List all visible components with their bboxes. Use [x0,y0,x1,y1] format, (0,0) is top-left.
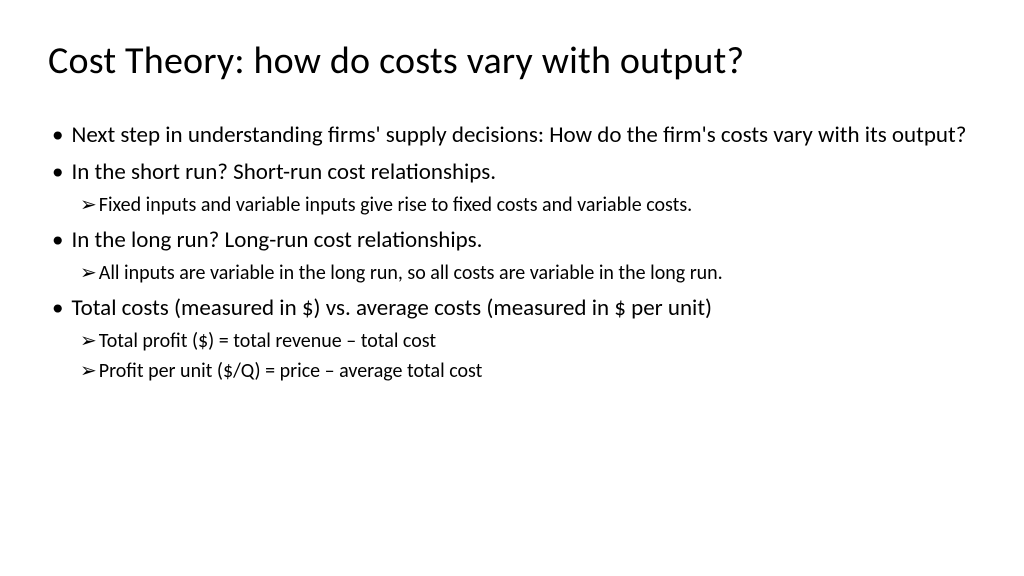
bullet-icon: • [52,225,63,256]
sub-bullet-text: Fixed inputs and variable inputs give ri… [99,192,692,219]
bullet-icon: • [52,157,63,188]
bullet-icon: • [52,120,63,151]
bullet-text: In the long run? Long-run cost relations… [71,225,482,256]
arrow-icon: ➢ [80,328,97,355]
bullet-item: • In the short run? Short-run cost relat… [52,157,976,188]
sub-bullet-item: ➢ All inputs are variable in the long ru… [80,260,976,287]
bullet-icon: • [52,293,63,324]
sub-bullet-text: Profit per unit ($/Q) = price – average … [99,358,483,385]
sub-bullet-text: Total profit ($) = total revenue – total… [99,328,436,355]
bullet-item: • Next step in understanding firms' supp… [52,120,976,151]
bullet-text: In the short run? Short-run cost relatio… [71,157,496,188]
sub-bullet-item: ➢ Fixed inputs and variable inputs give … [80,192,976,219]
arrow-icon: ➢ [80,358,97,385]
bullet-text: Next step in understanding firms' supply… [71,120,966,151]
bullet-group: • Total costs (measured in $) vs. averag… [52,293,976,385]
bullet-group: • In the long run? Long-run cost relatio… [52,225,976,287]
bullet-group: • In the short run? Short-run cost relat… [52,157,976,219]
slide-content: • Next step in understanding firms' supp… [48,120,976,385]
sub-bullet-text: All inputs are variable in the long run,… [99,260,723,287]
arrow-icon: ➢ [80,192,97,219]
slide-title: Cost Theory: how do costs vary with outp… [48,38,976,84]
bullet-item: • Total costs (measured in $) vs. averag… [52,293,976,324]
bullet-text: Total costs (measured in $) vs. average … [71,293,712,324]
bullet-item: • In the long run? Long-run cost relatio… [52,225,976,256]
sub-bullet-item: ➢ Total profit ($) = total revenue – tot… [80,328,976,355]
bullet-group: • Next step in understanding firms' supp… [52,120,976,151]
sub-bullet-item: ➢ Profit per unit ($/Q) = price – averag… [80,358,976,385]
arrow-icon: ➢ [80,260,97,287]
